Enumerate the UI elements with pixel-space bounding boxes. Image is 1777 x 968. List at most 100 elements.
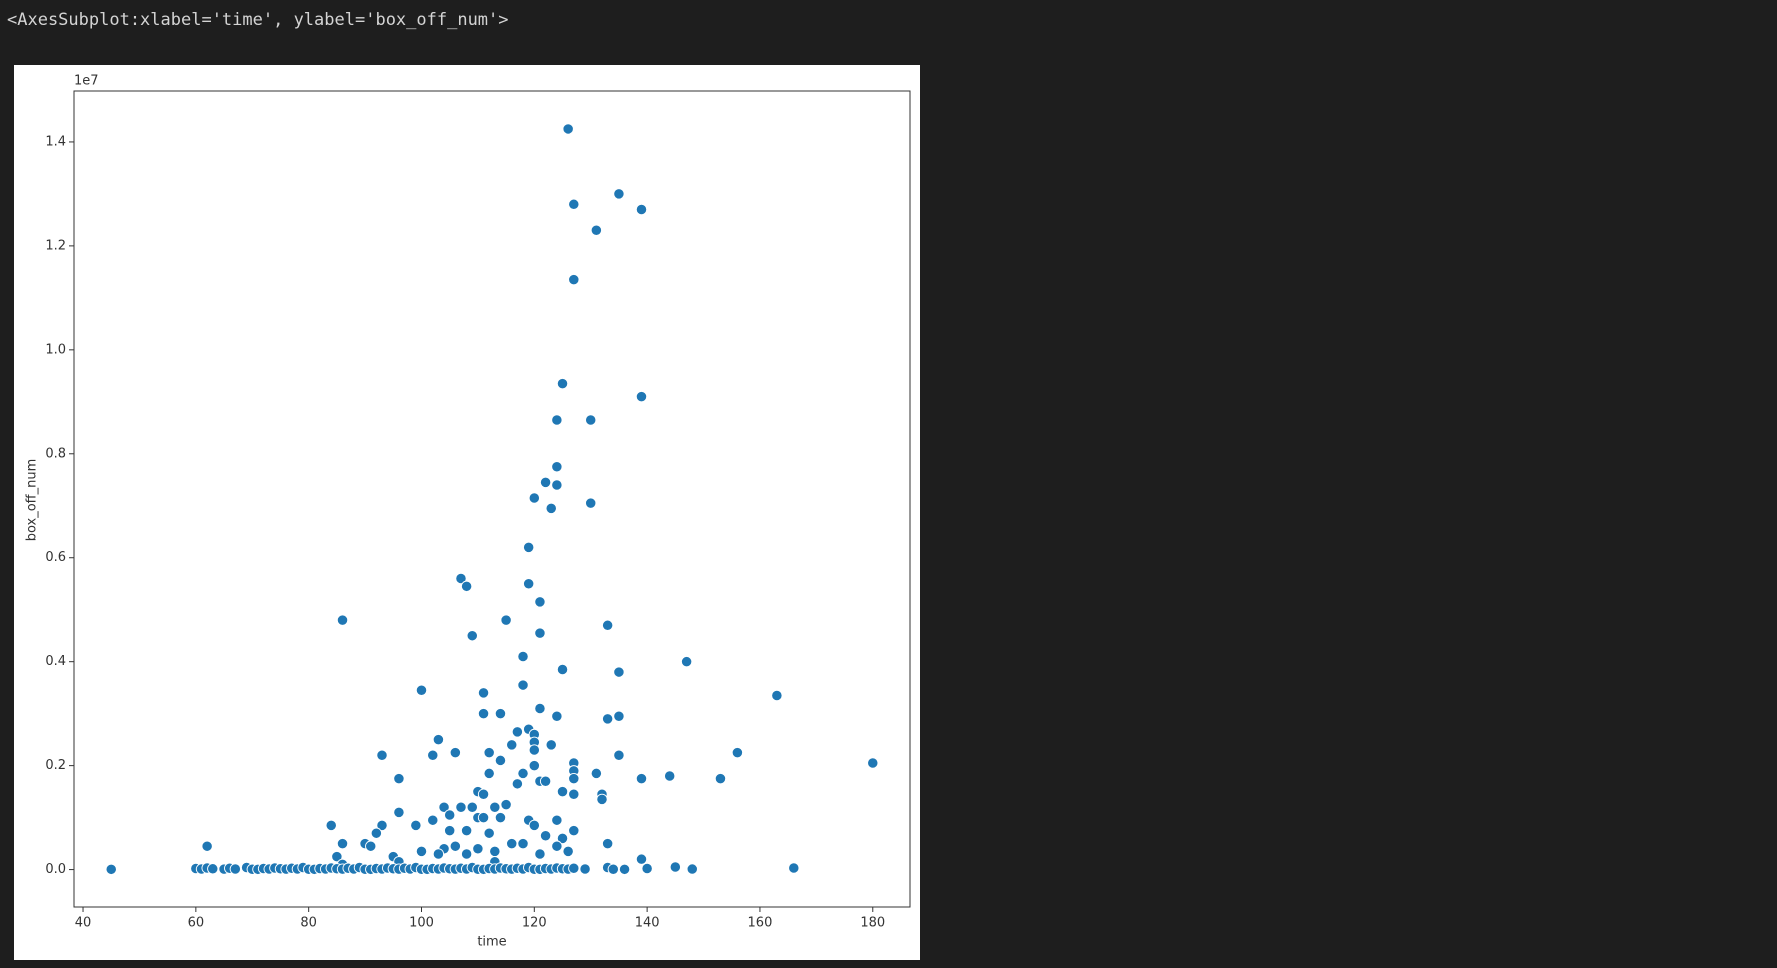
scatter-point: [771, 689, 783, 702]
scatter-point: [585, 414, 597, 426]
scatter-point: [376, 749, 388, 761]
scatter-point: [336, 614, 349, 626]
y-tick-label: 0.6: [45, 550, 66, 565]
scatter-point: [635, 203, 648, 216]
y-tick-label: 0.2: [45, 758, 66, 773]
x-tick-label: 40: [75, 916, 92, 931]
scatter-point: [207, 863, 219, 875]
y-tick-label: 1.0: [45, 342, 66, 357]
scatter-point: [370, 827, 383, 839]
scatter-point: [568, 772, 580, 785]
scatter-point: [551, 461, 563, 473]
scatter-point: [551, 814, 563, 826]
scatter-point: [444, 809, 456, 821]
scatter-point: [568, 198, 580, 210]
scatter-point: [551, 479, 563, 491]
scatter-point: [601, 837, 614, 850]
scatter-point: [477, 788, 490, 800]
scatter-point: [669, 861, 681, 873]
scatter-point: [460, 580, 473, 592]
scatter-point: [539, 476, 552, 489]
scatter-point: [545, 502, 557, 515]
scatter-point: [511, 778, 524, 790]
scatter-point: [229, 863, 241, 875]
scatter-point: [551, 414, 563, 426]
x-tick-label: 80: [300, 916, 317, 931]
scatter-point: [444, 824, 456, 837]
scatter-point: [506, 739, 518, 751]
scatter-point: [556, 785, 569, 798]
scatter-point: [500, 798, 512, 811]
y-tick-label: 0.4: [45, 654, 66, 669]
scatter-point: [500, 614, 512, 626]
scatter-point: [415, 845, 428, 858]
scatter-point: [477, 708, 490, 720]
scatter-point: [489, 801, 501, 813]
scatter-point: [449, 746, 461, 759]
scatter-point: [483, 746, 495, 759]
scatter-point: [523, 578, 535, 590]
scatter-point: [105, 863, 117, 875]
scatter-point: [517, 679, 529, 691]
scatter-point: [528, 744, 540, 756]
scatter-point: [568, 788, 580, 800]
scatter-point: [523, 541, 535, 553]
scatter-point: [517, 767, 529, 780]
scatter-point: [613, 666, 625, 678]
y-axis-label: box_off_num: [25, 459, 40, 542]
scatter-point: [585, 497, 597, 509]
scatter-point: [534, 596, 546, 608]
scatter-point: [613, 749, 625, 761]
scatter-point: [517, 837, 529, 850]
scatter-point: [686, 863, 698, 875]
scatter-point: [607, 863, 619, 875]
scatter-point: [867, 757, 879, 769]
scatter-point: [562, 123, 574, 135]
scatter-point: [477, 811, 490, 824]
y-tick-label: 0.8: [45, 446, 66, 461]
scatter-point: [579, 863, 591, 875]
scatter-point: [472, 843, 484, 855]
scatter-point: [365, 840, 377, 852]
scatter-point: [551, 710, 563, 722]
scatter-point: [415, 684, 428, 696]
scatter-point: [455, 801, 467, 813]
scatter-point: [494, 811, 507, 824]
scatter-point: [613, 710, 625, 722]
scatter-point: [635, 390, 648, 403]
scatter-point: [331, 850, 343, 863]
scatter-point: [539, 775, 552, 787]
scatter-point: [664, 770, 676, 782]
scatter-point: [641, 862, 653, 875]
scatter-point: [432, 733, 445, 746]
scatter-point: [483, 767, 495, 780]
scatter-point: [477, 687, 490, 699]
scatter-point: [562, 845, 574, 858]
x-tick-label: 140: [635, 916, 660, 931]
scatter-point: [714, 772, 727, 785]
scatter-point: [427, 749, 439, 761]
scatter-point: [534, 848, 546, 860]
scatter-point: [528, 492, 540, 504]
x-tick-label: 180: [860, 916, 885, 931]
scatter-point: [731, 746, 744, 759]
x-tick-label: 100: [409, 916, 434, 931]
scatter-point: [427, 814, 439, 826]
scatter-point: [466, 630, 478, 642]
scatter-point: [534, 702, 546, 715]
y-tick-label: 1.2: [45, 238, 66, 253]
scatter-point: [601, 713, 614, 725]
scatter-point: [680, 656, 693, 668]
scatter-point: [539, 830, 552, 842]
scatter-point: [568, 862, 580, 874]
scatter-point: [483, 827, 495, 839]
plot-frame: [73, 90, 911, 908]
scatter-point: [590, 767, 603, 780]
scatter-point: [517, 650, 529, 663]
chart: 1e7 time box_off_num 40 60 80 100 120 140 160 1…: [14, 65, 920, 960]
scatter-point: [590, 224, 603, 236]
scatter-point: [494, 708, 507, 720]
x-axis-label: time: [477, 935, 506, 950]
scatter-point: [438, 801, 450, 813]
scatter-point: [545, 739, 557, 751]
